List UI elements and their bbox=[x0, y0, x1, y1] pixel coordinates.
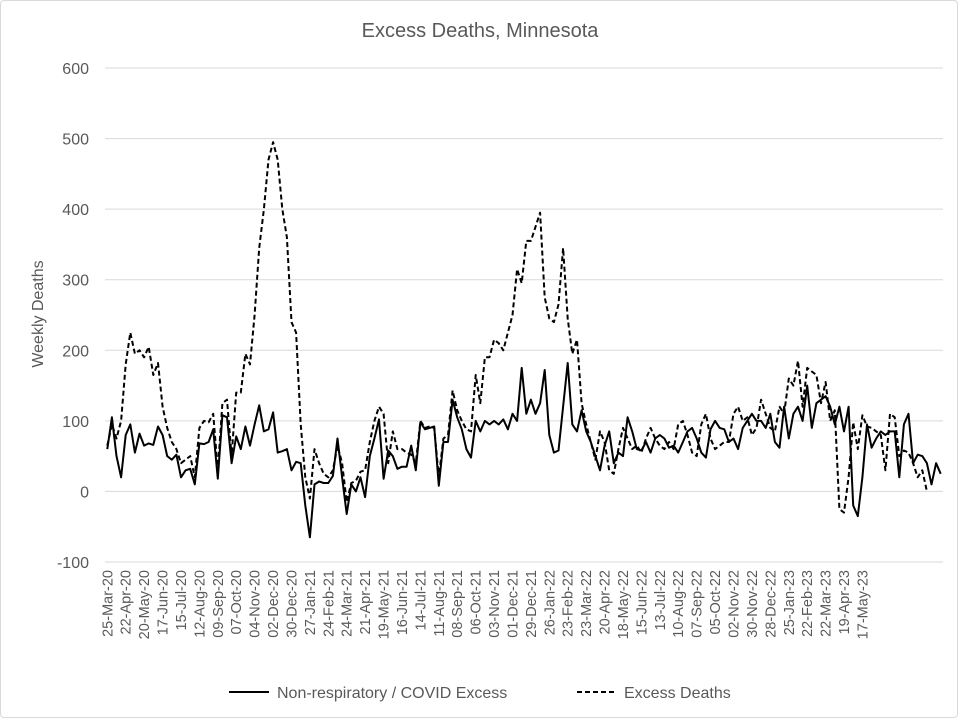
x-tick-label-23-Feb-22: 23-Feb-22 bbox=[561, 570, 577, 637]
series-line-non-respiratory-covid-excess bbox=[106, 362, 942, 539]
y-tick-label-200: 200 bbox=[62, 343, 89, 360]
y-tick-label-100: 100 bbox=[62, 414, 89, 431]
x-tick-label-11-Aug-21: 11-Aug-21 bbox=[432, 570, 448, 637]
x-tick-label-30-Dec-20: 30-Dec-20 bbox=[284, 570, 300, 638]
x-tick-label-30-Nov-22: 30-Nov-22 bbox=[745, 570, 761, 638]
x-tick-label-22-Feb-23: 22-Feb-23 bbox=[800, 570, 816, 637]
x-tick-label-22-Apr-20: 22-Apr-20 bbox=[119, 570, 135, 634]
x-tick-label-18-May-22: 18-May-22 bbox=[616, 570, 632, 639]
y-tick-label-300: 300 bbox=[62, 273, 89, 290]
x-tick-label-29-Dec-21: 29-Dec-21 bbox=[524, 570, 540, 638]
y-tick-labels: -100 0 100 200 300 400 500 600 bbox=[57, 61, 89, 572]
x-tick-label-14-Jul-21: 14-Jul-21 bbox=[413, 570, 429, 630]
x-tick-label-17-May-23: 17-May-23 bbox=[855, 570, 871, 639]
x-tick-label-12-Aug-20: 12-Aug-20 bbox=[192, 570, 208, 638]
y-tick-label-600: 600 bbox=[62, 61, 89, 78]
x-tick-label-19-Apr-23: 19-Apr-23 bbox=[837, 570, 853, 634]
x-tick-label-02-Nov-22: 02-Nov-22 bbox=[727, 570, 743, 638]
y-tick-label-500: 500 bbox=[62, 132, 89, 149]
x-tick-label-07-Sep-22: 07-Sep-22 bbox=[690, 570, 706, 638]
x-tick-label-06-Oct-21: 06-Oct-21 bbox=[469, 570, 485, 634]
x-tick-labels: 25-Mar-20 22-Apr-20 20-May-20 17-Jun-20 15-J… bbox=[100, 570, 871, 639]
series-line-excess-deaths bbox=[106, 141, 928, 514]
x-tick-label-21-Apr-21: 21-Apr-21 bbox=[358, 570, 374, 634]
x-tick-label-25-Jan-23: 25-Jan-23 bbox=[782, 570, 798, 635]
x-tick-label-22-Mar-23: 22-Mar-23 bbox=[819, 570, 835, 637]
x-tick-label-23-Mar-22: 23-Mar-22 bbox=[579, 570, 595, 637]
x-tick-label-20-May-20: 20-May-20 bbox=[137, 570, 153, 639]
y-tick-label-400: 400 bbox=[62, 202, 89, 219]
x-tick-label-05-Oct-22: 05-Oct-22 bbox=[708, 570, 724, 634]
x-tick-label-15-Jun-22: 15-Jun-22 bbox=[634, 570, 650, 635]
legend-label-excess-deaths: Excess Deaths bbox=[624, 685, 731, 702]
x-tick-label-25-Mar-20: 25-Mar-20 bbox=[100, 570, 116, 637]
x-tick-label-24-Feb-21: 24-Feb-21 bbox=[321, 570, 337, 637]
x-tick-label-02-Dec-20: 02-Dec-20 bbox=[266, 570, 282, 638]
x-tick-label-09-Sep-20: 09-Sep-20 bbox=[211, 570, 227, 638]
x-tick-label-08-Sep-21: 08-Sep-21 bbox=[450, 570, 466, 638]
x-tick-label-01-Dec-21: 01-Dec-21 bbox=[505, 570, 521, 638]
x-tick-label-20-Apr-22: 20-Apr-22 bbox=[598, 570, 614, 634]
x-tick-label-16-Jun-21: 16-Jun-21 bbox=[395, 570, 411, 635]
y-tick-label--100: -100 bbox=[57, 555, 89, 572]
x-tick-label-24-Mar-21: 24-Mar-21 bbox=[340, 570, 356, 637]
x-tick-label-03-Nov-21: 03-Nov-21 bbox=[487, 570, 503, 638]
x-tick-label-07-Oct-20: 07-Oct-20 bbox=[229, 570, 245, 634]
x-tick-label-13-Jul-22: 13-Jul-22 bbox=[653, 570, 669, 630]
x-tick-label-15-Jul-20: 15-Jul-20 bbox=[174, 570, 190, 630]
series-lines bbox=[106, 141, 942, 539]
legend: Non-respiratory / COVID Excess Excess De… bbox=[229, 685, 731, 702]
y-axis-label: Weekly Deaths bbox=[30, 260, 47, 367]
y-tick-label-0: 0 bbox=[80, 484, 89, 501]
chart-title: Excess Deaths, Minnesota bbox=[362, 20, 600, 42]
x-tick-label-27-Jan-21: 27-Jan-21 bbox=[303, 570, 319, 635]
x-tick-label-26-Jan-22: 26-Jan-22 bbox=[542, 570, 558, 635]
gridlines bbox=[105, 67, 943, 563]
x-tick-label-10-Aug-22: 10-Aug-22 bbox=[671, 570, 687, 638]
x-tick-label-17-Jun-20: 17-Jun-20 bbox=[156, 570, 172, 635]
legend-label-non-respiratory: Non-respiratory / COVID Excess bbox=[277, 685, 507, 702]
x-tick-label-28-Dec-22: 28-Dec-22 bbox=[763, 570, 779, 638]
x-tick-label-19-May-21: 19-May-21 bbox=[377, 570, 393, 639]
x-tick-label-04-Nov-20: 04-Nov-20 bbox=[248, 570, 264, 638]
